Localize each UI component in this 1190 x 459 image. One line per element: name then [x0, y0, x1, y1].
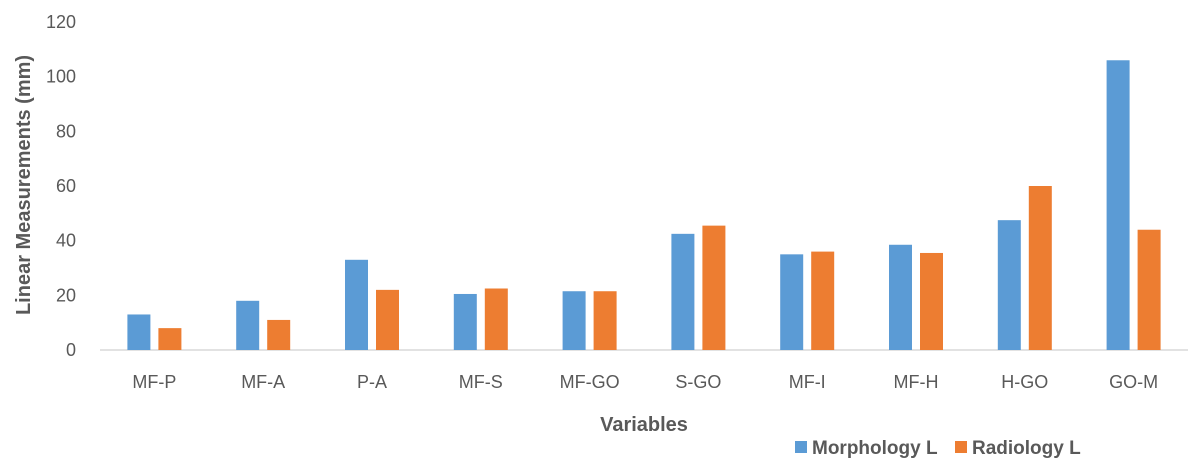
bar-morphology-mf-go: [562, 291, 586, 350]
bar-morphology-p-a: [345, 259, 368, 350]
bar-morphology-mf-s: [453, 293, 477, 350]
y-tick-label: 60: [56, 176, 76, 196]
x-tick-label: MF-H: [894, 372, 939, 392]
bar-radiology-go-m: [1137, 229, 1161, 350]
bar-radiology-mf-go: [593, 291, 617, 350]
bar-radiology-mf-p: [158, 328, 182, 350]
y-tick-label: 40: [56, 231, 76, 251]
bar-radiology-mf-a: [267, 319, 291, 350]
x-tick-label: MF-GO: [560, 372, 620, 392]
x-tick-label: S-GO: [675, 372, 721, 392]
y-tick-label: 80: [56, 121, 76, 141]
legend-label: Radiology L: [972, 438, 1081, 459]
x-tick-label: MF-I: [789, 372, 826, 392]
y-axis-ticks: 0 20 40 60 80 100 120: [46, 12, 76, 360]
x-tick-label: MF-P: [132, 372, 176, 392]
bar-morphology-h-go: [997, 220, 1021, 350]
bar-radiology-s-go: [702, 225, 726, 350]
y-tick-label: 0: [66, 340, 76, 360]
bar-morphology-mf-i: [780, 254, 804, 350]
bar-radiology-p-a: [376, 289, 399, 350]
y-tick-label: 20: [56, 285, 76, 305]
x-tick-label: GO-M: [1109, 372, 1158, 392]
legend-label: Morphology L: [812, 438, 938, 459]
bar-morphology-mf-a: [236, 300, 260, 350]
legend: Morphology L Radiology L: [795, 438, 1081, 459]
bar-morphology-s-go: [671, 233, 695, 350]
x-tick-label: P-A: [357, 372, 387, 392]
bar-morphology-mf-h: [889, 244, 912, 350]
bar-morphology-go-m: [1106, 60, 1130, 351]
x-tick-label: MF-A: [241, 372, 285, 392]
bar-radiology-mf-h: [920, 252, 943, 350]
bar-radiology-mf-s: [484, 288, 508, 350]
y-tick-label: 120: [46, 12, 76, 32]
bar-morphology-mf-p: [127, 314, 151, 350]
x-axis-title: Variables: [600, 414, 688, 436]
y-tick-label: 100: [46, 67, 76, 87]
legend-swatch: [955, 441, 967, 453]
bar-radiology-mf-i: [811, 251, 835, 350]
y-axis-title: Linear Measurements (mm): [13, 55, 35, 315]
bar-radiology-h-go: [1028, 186, 1052, 350]
legend-swatch: [795, 441, 807, 453]
x-axis-ticks: MF-P MF-A P-A MF-S MF-GO S-GO MF-I MF-H H-GO GO-M: [132, 372, 1158, 392]
x-tick-label: MF-S: [459, 372, 503, 392]
x-tick-label: H-GO: [1001, 372, 1048, 392]
bars-group: [127, 60, 1161, 351]
